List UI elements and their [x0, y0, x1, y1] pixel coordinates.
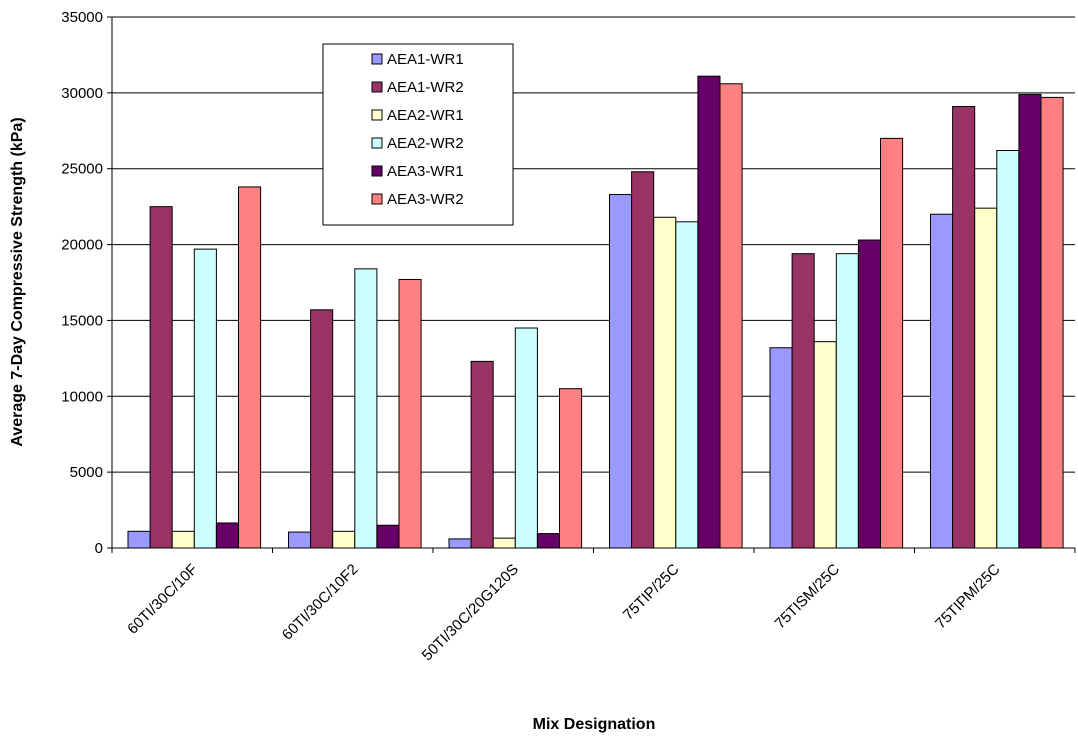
bar-aea2-wr2-5 [835, 253, 859, 549]
bar-aea1-wr1-4 [609, 194, 633, 549]
bar-aea2-wr1-6 [974, 207, 998, 549]
y-axis-title: Average 7-Day Compressive Strength (kPa) [9, 117, 26, 446]
legend-swatch [371, 137, 383, 149]
bar-aea3-wr2-1 [238, 186, 262, 549]
bar-aea1-wr2-1 [149, 206, 173, 549]
bar-aea3-wr1-3 [536, 533, 561, 549]
x-tick-label: 50TI/30C/20G120S [419, 561, 522, 664]
bar-aea3-wr2-5 [880, 137, 904, 549]
bar-aea3-wr2-2 [398, 278, 422, 549]
axes [107, 16, 1076, 553]
legend-swatch [371, 193, 383, 205]
y-tick-label: 5000 [70, 464, 103, 481]
x-tick-label: 60TI/30C/10F [124, 561, 201, 638]
legend-label: AEA2-WR1 [387, 107, 464, 124]
x-tick-label: 60TI/30C/10F2 [279, 561, 362, 644]
bar-aea3-wr2-6 [1040, 96, 1064, 549]
bar-aea1-wr1-3 [448, 538, 472, 549]
bar-aea1-wr1-5 [769, 347, 793, 549]
y-tick-label: 15000 [61, 312, 103, 329]
bar-aea2-wr2-2 [354, 268, 378, 549]
y-tick-label: 10000 [61, 388, 103, 405]
y-tick-label: 0 [95, 540, 103, 557]
bar-aea3-wr1-4 [697, 75, 721, 549]
bar-aea2-wr2-6 [996, 150, 1020, 549]
legend: AEA1-WR1 AEA1-WR2 AEA2-WR1 AEA2-WR2 AEA3-WR1… [322, 43, 514, 226]
x-tick-labels: 60TI/30C/10F 60TI/30C/10F2 50TI/30C/20G120… [124, 561, 1003, 665]
legend-label: AEA3-WR2 [387, 191, 464, 208]
bar-aea2-wr1-3 [492, 537, 516, 549]
bar-aea2-wr1-1 [171, 530, 195, 549]
bar-aea3-wr1-6 [1018, 93, 1042, 549]
bar-aea2-wr2-4 [675, 221, 699, 549]
legend-swatch [371, 109, 383, 121]
bar-aea1-wr1-1 [127, 530, 151, 549]
x-tick-label: 75TISM/25C [772, 561, 844, 633]
bar-aea3-wr2-3 [559, 388, 583, 549]
bar-aea1-wr1-2 [288, 531, 312, 549]
legend-box [322, 43, 514, 226]
bar-aea2-wr1-2 [332, 530, 356, 549]
legend-swatch [371, 81, 383, 93]
bar-aea1-wr2-6 [952, 106, 976, 549]
legend-label: AEA1-WR1 [387, 51, 464, 68]
legend-label: AEA1-WR2 [387, 79, 464, 96]
y-tick-labels: 0 5000 10000 15000 20000 25000 30000 35000 [61, 9, 103, 557]
bar-aea3-wr1-1 [215, 522, 239, 549]
legend-label: AEA3-WR1 [387, 163, 464, 180]
bar-aea3-wr1-2 [376, 524, 400, 549]
bar-aea1-wr2-2 [310, 309, 334, 549]
bar-aea2-wr2-1 [193, 248, 217, 549]
bar-aea1-wr1-6 [930, 213, 954, 549]
bar-aea2-wr1-4 [653, 216, 677, 549]
x-tick-label: 75TIP/25C [620, 561, 683, 624]
x-axis-title: Mix Designation [533, 716, 656, 733]
x-tick-label: 75TIPM/25C [932, 561, 1004, 633]
y-tick-label: 25000 [61, 161, 103, 178]
bar-aea2-wr2-3 [514, 327, 538, 549]
legend-swatch [371, 53, 383, 65]
bar-aea3-wr1-5 [857, 239, 882, 549]
bar-aea1-wr2-3 [470, 360, 494, 549]
bar-aea1-wr2-4 [631, 171, 655, 549]
bar-aea2-wr1-5 [813, 341, 837, 549]
y-tick-label: 35000 [61, 9, 103, 26]
legend-swatch [371, 165, 383, 177]
y-tick-label: 30000 [61, 85, 103, 102]
legend-label: AEA2-WR2 [387, 135, 464, 152]
gridlines [112, 16, 1075, 473]
y-tick-label: 20000 [61, 237, 103, 254]
bar-aea1-wr2-5 [791, 253, 815, 549]
bars [127, 75, 1064, 549]
bar-aea3-wr2-4 [719, 83, 743, 549]
